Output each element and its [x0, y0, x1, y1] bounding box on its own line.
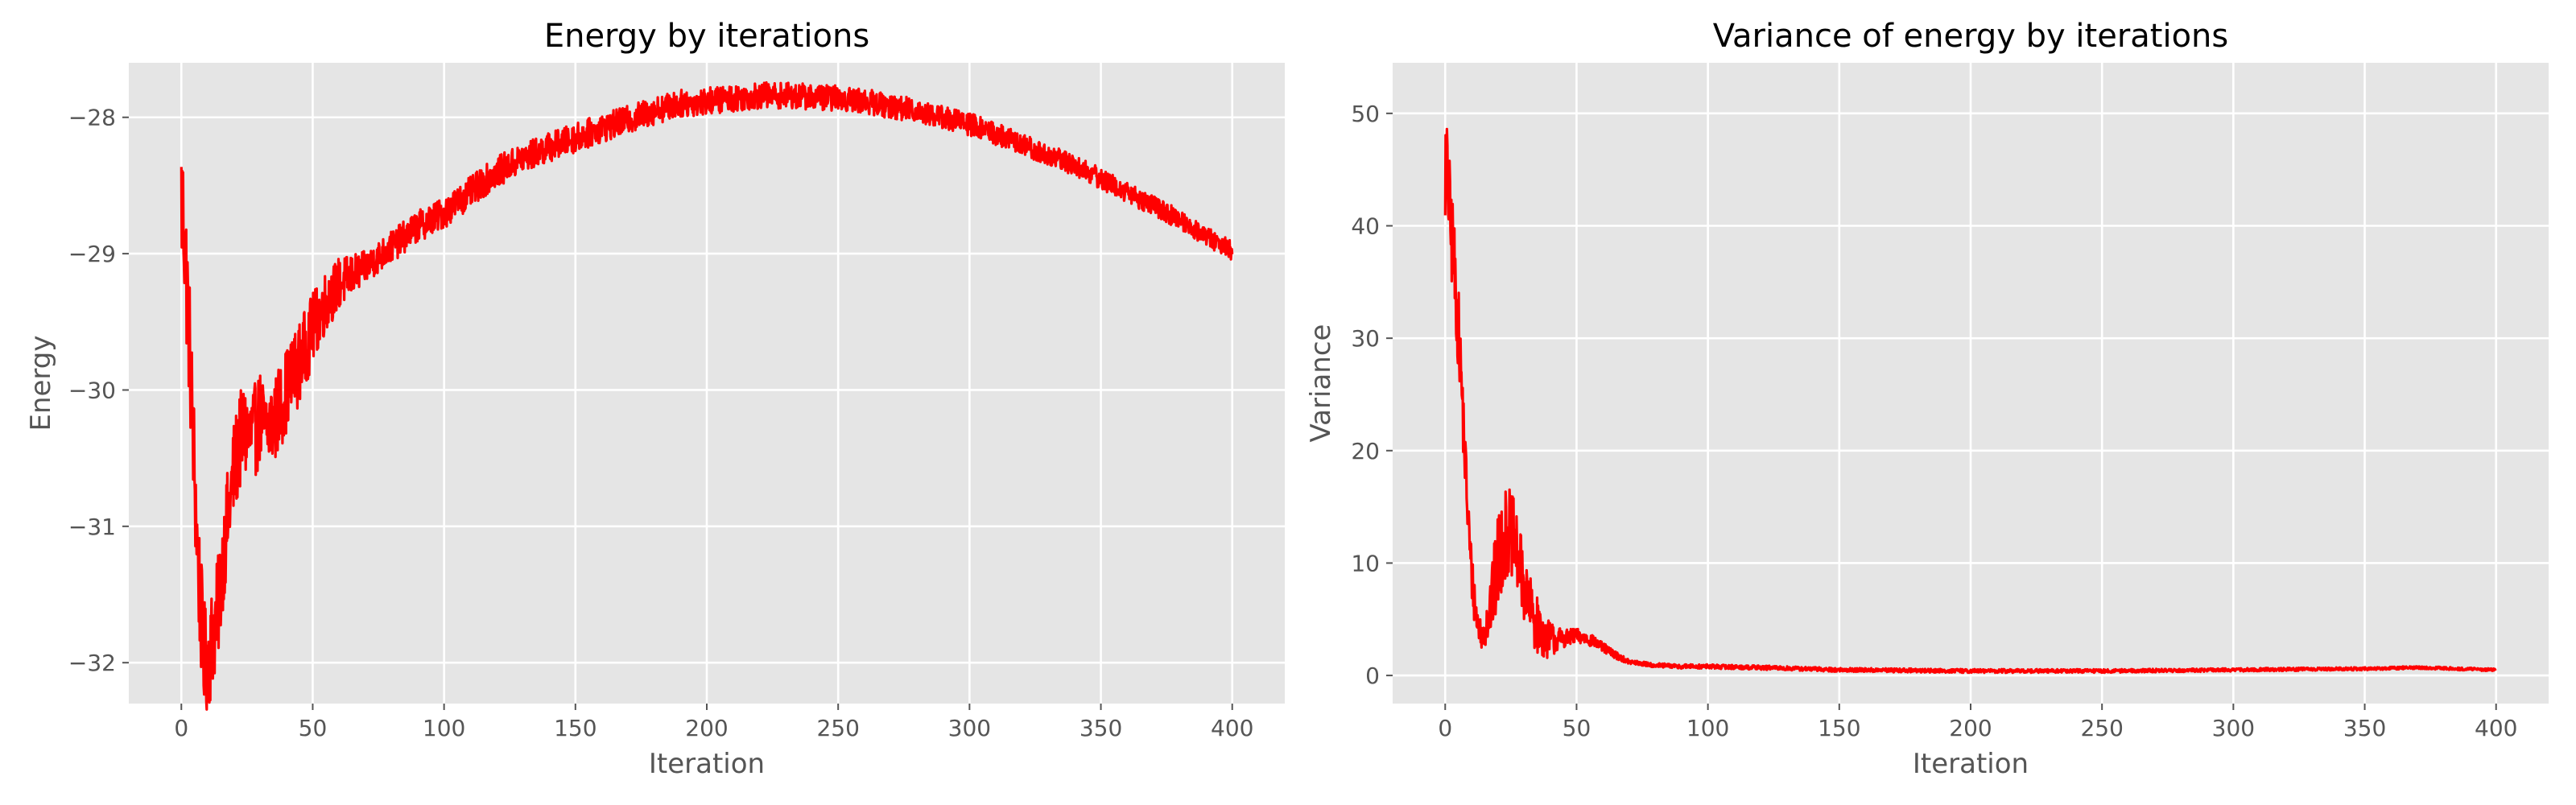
- energy-x-tick-label: 50: [299, 715, 328, 741]
- energy-x-tick-label: 100: [423, 715, 465, 741]
- energy-chart: 0 50 100 150 200 250 300 350 400−32−31−30−29−28 …: [25, 18, 1285, 780]
- variance-x-tick-label: 250: [2080, 715, 2123, 741]
- energy-x-tick-label: 250: [816, 715, 859, 741]
- variance-x-tick-label: 100: [1686, 715, 1729, 741]
- energy-y-axis-label: Energy: [25, 335, 57, 431]
- variance-ticks: 0 50 100 150 200 250 300 350 400 0 10 20 30 40 50: [1351, 101, 2517, 741]
- variance-series-line: [1443, 127, 2497, 675]
- energy-y-tick-label: −30: [68, 377, 116, 403]
- energy-x-tick-label: 350: [1080, 715, 1122, 741]
- variance-y-tick-label: 30: [1351, 325, 1380, 352]
- variance-x-tick-label: 150: [1818, 715, 1860, 741]
- energy-x-axis-label: Iteration: [649, 748, 765, 780]
- variance-x-tick-label: 300: [2212, 715, 2255, 741]
- variance-series: [1443, 127, 2497, 675]
- variance-chart-title: Variance of energy by iterations: [1713, 18, 2228, 55]
- energy-y-tick-label: −29: [68, 241, 116, 267]
- energy-x-tick-label: 300: [948, 715, 991, 741]
- energy-series: [180, 80, 1234, 711]
- energy-x-tick-label: 400: [1211, 715, 1253, 741]
- variance-chart: 0 50 100 150 200 250 300 350 400 0 10 20 30 40 50 Vari…: [1305, 18, 2549, 780]
- variance-y-axis-label: Variance: [1305, 324, 1337, 443]
- energy-x-tick-label: 150: [554, 715, 597, 741]
- energy-series-line: [180, 80, 1234, 711]
- variance-x-tick-label: 350: [2343, 715, 2386, 741]
- energy-y-tick-label: −28: [68, 105, 116, 131]
- variance-x-tick-label: 50: [1563, 715, 1591, 741]
- variance-y-tick-label: 50: [1351, 101, 1380, 127]
- energy-x-tick-label: 0: [174, 715, 188, 741]
- variance-y-tick-label: 20: [1351, 438, 1380, 464]
- variance-x-tick-label: 400: [2475, 715, 2517, 741]
- energy-x-tick-label: 200: [685, 715, 728, 741]
- energy-chart-title: Energy by iterations: [544, 18, 869, 55]
- variance-x-tick-label: 0: [1438, 715, 1452, 741]
- variance-x-tick-label: 200: [1949, 715, 1992, 741]
- variance-y-tick-label: 10: [1351, 550, 1380, 576]
- variance-x-axis-label: Iteration: [1913, 748, 2029, 780]
- energy-y-tick-label: −32: [68, 650, 116, 676]
- energy-y-tick-label: −31: [68, 514, 116, 540]
- variance-y-tick-label: 0: [1365, 663, 1380, 689]
- variance-grid: [1393, 63, 2549, 704]
- energy-ticks: 0 50 100 150 200 250 300 350 400 −32 −31 −30 −29 −28: [68, 105, 1254, 741]
- variance-y-tick-label: 40: [1351, 213, 1380, 239]
